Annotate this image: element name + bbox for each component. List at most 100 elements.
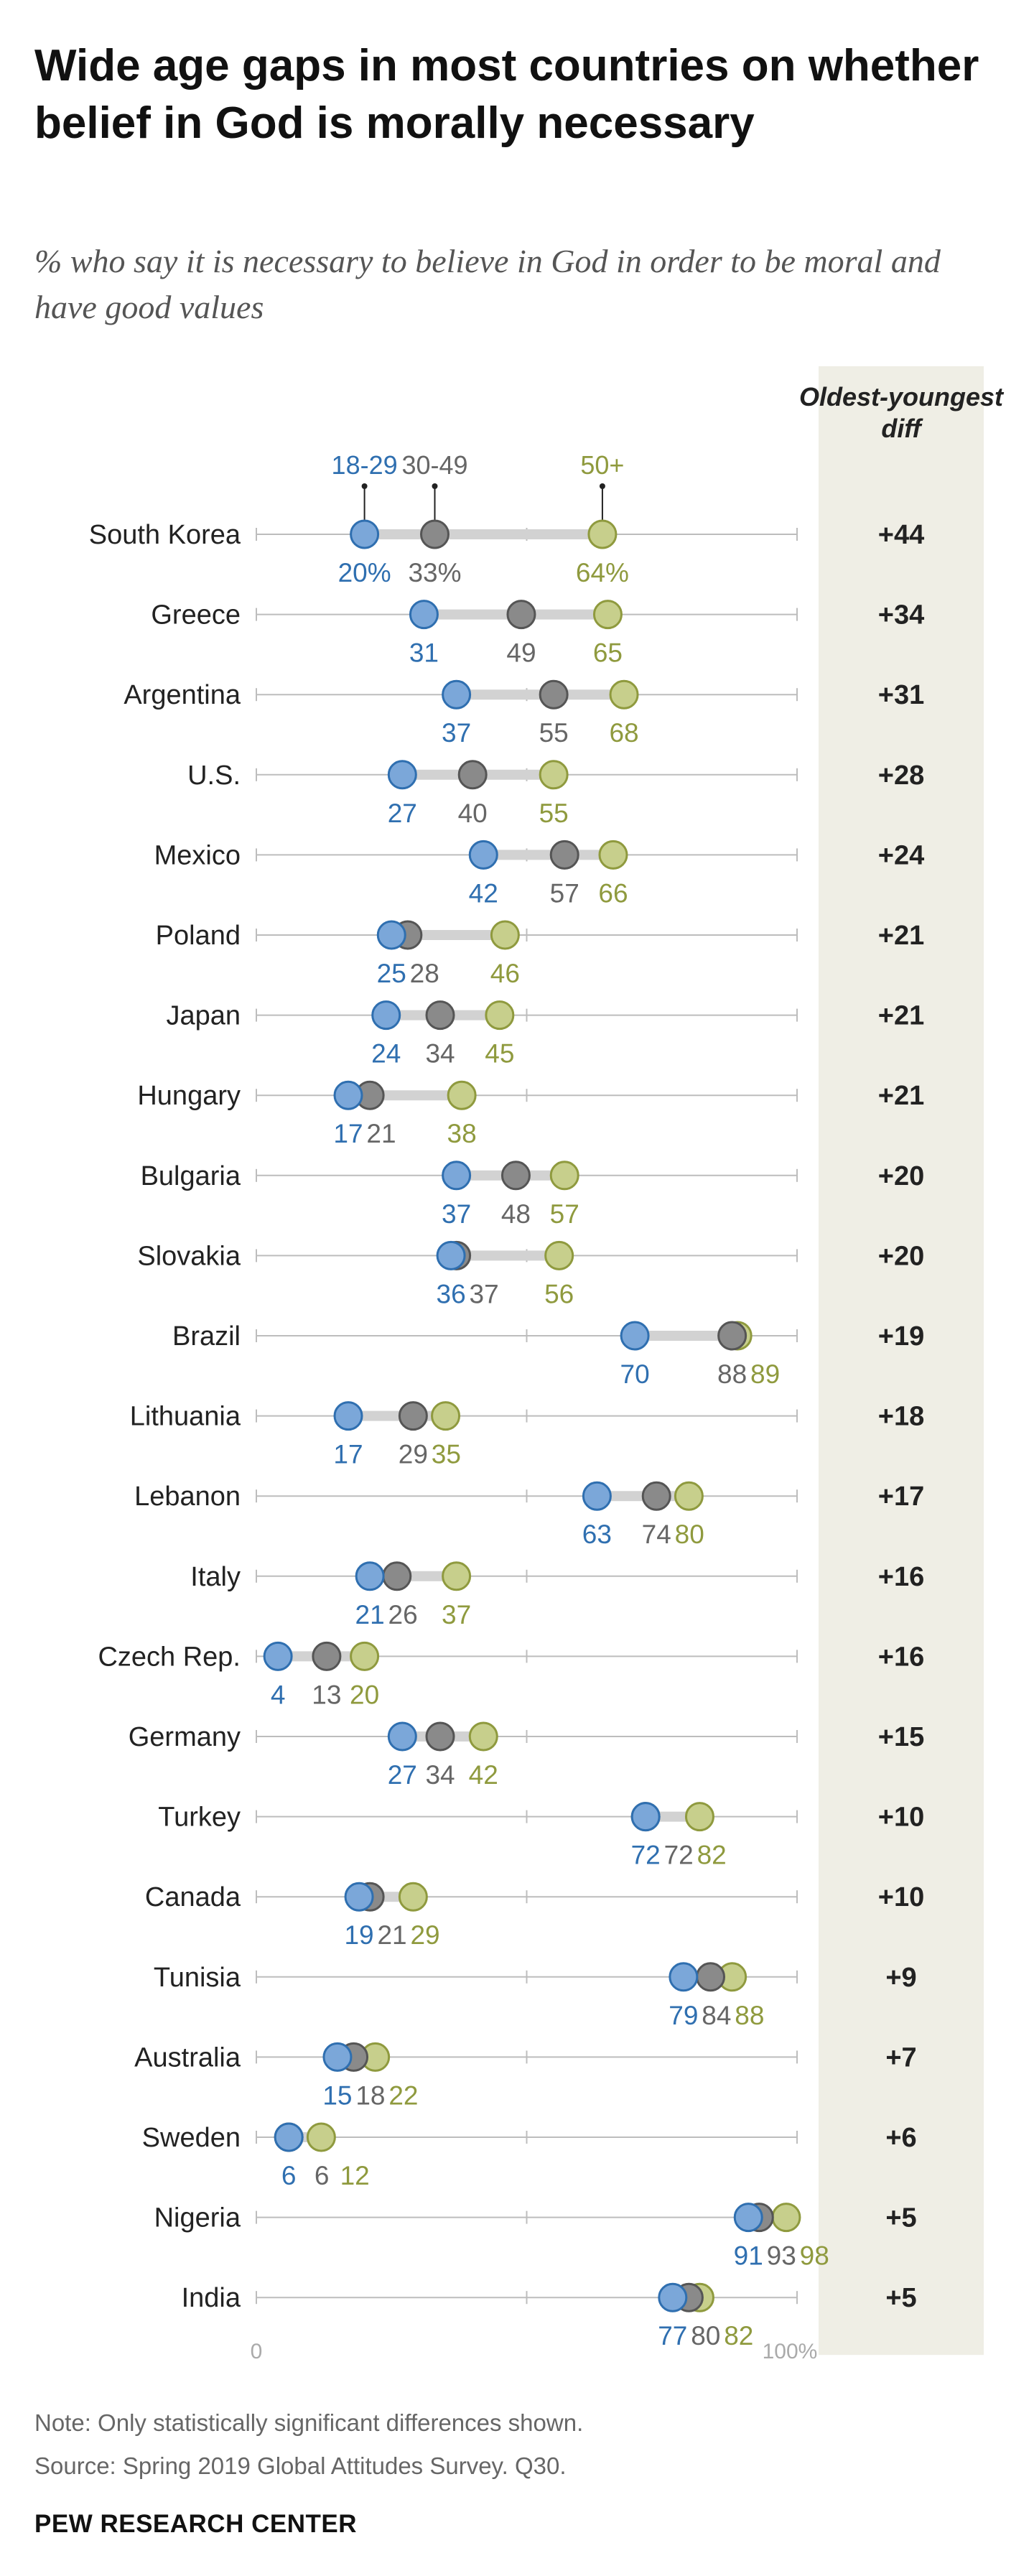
country-label: U.S.: [187, 761, 241, 791]
legend-pointer-dot-1: [432, 483, 437, 489]
dot-30-49: [719, 1322, 746, 1349]
legend-label-1: 30-49: [401, 450, 467, 480]
value-label: 15: [322, 2080, 352, 2110]
value-label: 6: [315, 2161, 330, 2190]
value-label: 33%: [408, 558, 461, 587]
legend-label-2: 50+: [580, 450, 624, 480]
diff-value: +5: [885, 2203, 916, 2233]
value-label: 57: [550, 1199, 579, 1229]
dot-18-29: [356, 1563, 383, 1590]
dot-30-49: [399, 1403, 427, 1430]
dot-50+: [448, 1082, 475, 1109]
value-label: 34: [425, 1039, 455, 1069]
axis-label-min: 0: [251, 2340, 263, 2363]
value-label: 72: [631, 1841, 661, 1870]
dot-18-29: [410, 601, 437, 628]
diff-value: +10: [878, 1882, 924, 1912]
dot-50+: [551, 1162, 578, 1189]
country-label: Lebanon: [134, 1482, 241, 1512]
value-label: 82: [697, 1841, 727, 1870]
dot-50+: [773, 2204, 800, 2231]
value-label: 37: [442, 1199, 471, 1229]
value-label: 20%: [338, 558, 391, 587]
dot-18-29: [351, 521, 378, 548]
value-label: 55: [539, 718, 569, 748]
dot-18-29: [373, 1002, 400, 1029]
dot-18-29: [583, 1482, 610, 1510]
dot-30-49: [313, 1642, 340, 1670]
value-label: 68: [609, 718, 638, 748]
chart-note: Note: Only statistically significant dif…: [34, 2409, 583, 2437]
value-label: 88: [735, 2001, 764, 2030]
diff-value: +19: [878, 1321, 924, 1352]
country-label: Nigeria: [154, 2203, 241, 2233]
legend-label-0: 18-29: [332, 450, 398, 480]
value-label: 38: [447, 1119, 477, 1148]
value-label: 55: [539, 799, 569, 828]
value-label: 19: [344, 1920, 373, 1950]
dot-50+: [675, 1482, 702, 1510]
value-label: 77: [658, 2321, 687, 2351]
value-label: 74: [642, 1520, 671, 1549]
dot-18-29: [443, 681, 470, 708]
diff-value: +21: [878, 1081, 924, 1111]
value-label: 89: [750, 1359, 780, 1389]
dot-18-29: [443, 1162, 470, 1189]
dot-18-29: [388, 1723, 416, 1750]
value-label: 22: [388, 2080, 418, 2110]
dot-30-49: [383, 1563, 411, 1590]
value-label: 84: [702, 2001, 731, 2030]
country-label: Czech Rep.: [98, 1642, 241, 1672]
value-label: 37: [442, 718, 471, 748]
value-label: 91: [734, 2241, 763, 2271]
axis-label-max: 100%: [763, 2340, 818, 2363]
dot-30-49: [502, 1162, 529, 1189]
chart-figure: Wide age gaps in most countries on wheth…: [0, 0, 1034, 2576]
diff-value: +44: [878, 520, 924, 550]
dot-18-29: [345, 1883, 373, 1910]
dot-50+: [610, 681, 638, 708]
dot-18-29: [335, 1082, 362, 1109]
value-label: 42: [469, 878, 498, 908]
value-label: 18: [355, 2080, 385, 2110]
value-label: 72: [664, 1841, 694, 1870]
diff-value: +28: [878, 761, 924, 791]
value-label: 34: [425, 1760, 455, 1790]
country-label: India: [182, 2283, 241, 2313]
dot-18-29: [324, 2043, 351, 2070]
country-label: Slovakia: [137, 1241, 241, 1271]
value-label: 45: [485, 1039, 514, 1069]
diff-value: +9: [885, 1963, 916, 1993]
value-label: 42: [469, 1760, 498, 1790]
dot-30-49: [540, 681, 567, 708]
diff-value: +10: [878, 1803, 924, 1833]
value-label: 4: [271, 1680, 286, 1709]
dot-plot: Oldest-youngestdiff18-29 30-49 50+South Ko…: [0, 0, 1034, 2576]
value-label: 64%: [576, 558, 629, 587]
diff-value: +16: [878, 1562, 924, 1592]
value-label: 48: [501, 1199, 531, 1229]
value-label: 27: [388, 799, 417, 828]
value-label: 17: [333, 1119, 363, 1148]
dot-18-29: [621, 1322, 648, 1349]
country-label: Poland: [156, 921, 241, 951]
diff-value: +21: [878, 1001, 924, 1031]
country-label: Argentina: [124, 680, 241, 710]
dot-50+: [470, 1723, 497, 1750]
legend-pointer-dot-2: [600, 483, 605, 489]
value-label: 80: [675, 1520, 704, 1549]
value-label: 46: [490, 959, 520, 988]
dot-50+: [486, 1002, 513, 1029]
diff-value: +15: [878, 1722, 924, 1752]
value-label: 37: [442, 1600, 471, 1629]
dot-18-29: [659, 2284, 686, 2311]
value-label: 37: [470, 1279, 499, 1308]
country-label: Lithuania: [130, 1402, 241, 1432]
value-label: 66: [598, 878, 628, 908]
diff-header-line: diff: [881, 414, 923, 443]
country-label: Tunisia: [154, 1963, 241, 1993]
dot-18-29: [264, 1642, 292, 1670]
footer-brand: PEW RESEARCH CENTER: [34, 2510, 357, 2539]
dot-50+: [589, 521, 616, 548]
value-label: 49: [506, 638, 536, 668]
